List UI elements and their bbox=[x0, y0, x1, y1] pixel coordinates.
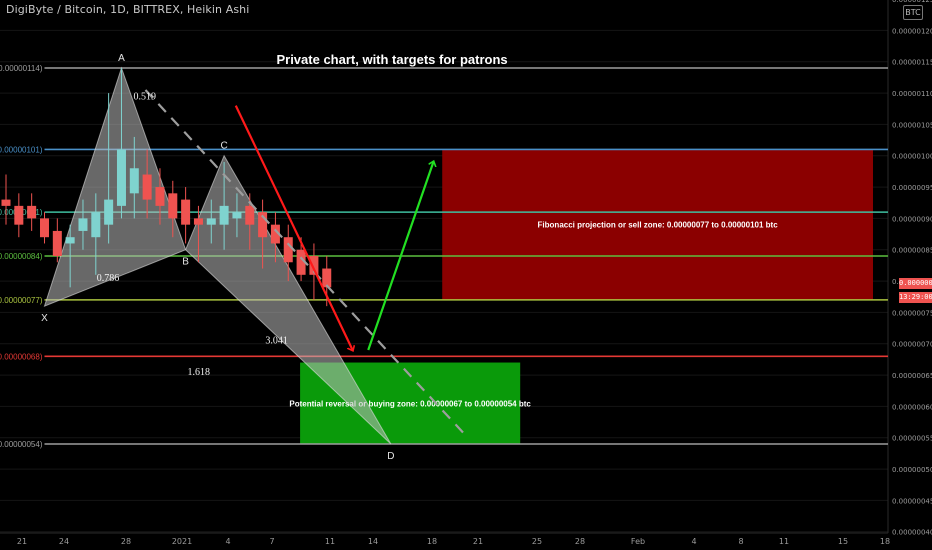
candle-body[interactable] bbox=[283, 237, 293, 263]
countdown-tag: 13:29:00 bbox=[899, 292, 932, 303]
currency-badge[interactable]: BTC bbox=[903, 5, 923, 20]
pattern-point-b: B bbox=[182, 257, 189, 268]
pattern-point-a: A bbox=[118, 53, 125, 64]
last-price-tag: 0.00000078 bbox=[899, 278, 932, 289]
candle-body[interactable] bbox=[219, 205, 229, 225]
price-tick-label: 0.00000085 bbox=[892, 247, 932, 255]
candle-body[interactable] bbox=[1, 199, 11, 206]
candle-body[interactable] bbox=[142, 174, 152, 200]
dashed-trendline bbox=[144, 89, 469, 439]
candle-body[interactable] bbox=[245, 205, 255, 225]
candle-body[interactable] bbox=[168, 193, 178, 219]
annotations-layer: X A B C D 0.519 0.786 3.041 1.618 Private chart, … bbox=[41, 52, 508, 462]
candle-body[interactable] bbox=[206, 218, 216, 225]
down-arrow bbox=[234, 105, 353, 350]
candle-body[interactable] bbox=[296, 249, 306, 275]
candles-layer[interactable] bbox=[1, 68, 332, 307]
pattern-triangle-xab bbox=[43, 66, 187, 307]
time-tick-label: 2021 bbox=[172, 537, 192, 546]
price-tick-label: 0.00000050 bbox=[892, 466, 932, 474]
candle-body[interactable] bbox=[65, 237, 75, 244]
time-tick-label: 4 bbox=[691, 537, 696, 546]
price-tick-label: 0.00000115 bbox=[892, 59, 932, 67]
sell-zone bbox=[442, 149, 873, 300]
candle-body[interactable] bbox=[232, 212, 242, 219]
price-tick-label: 0.00000055 bbox=[892, 435, 932, 443]
time-tick-label: 7 bbox=[269, 537, 274, 546]
price-tick-label: 0.00000105 bbox=[892, 121, 932, 129]
candle-body[interactable] bbox=[91, 212, 101, 238]
candle-body[interactable] bbox=[104, 199, 114, 225]
ratio-label: 1.618 bbox=[187, 367, 210, 378]
pattern-point-x: X bbox=[41, 313, 48, 324]
symbol-info[interactable]: DigiByte / Bitcoin, 1D, BITTREX, Heikin … bbox=[6, 3, 250, 16]
candle-body[interactable] bbox=[181, 199, 191, 225]
fib-level-label: 0(0.00000054) bbox=[0, 440, 43, 449]
ratio-label: 0.786 bbox=[97, 273, 120, 284]
time-tick-label: 15 bbox=[838, 537, 848, 546]
ratio-label: 0.519 bbox=[133, 91, 156, 102]
time-tick-label: 14 bbox=[368, 537, 378, 546]
up-arrow bbox=[367, 162, 433, 351]
candle-body[interactable] bbox=[78, 218, 88, 231]
candle-body[interactable] bbox=[322, 268, 332, 288]
fib-level-label: 0.5(0.00000084) bbox=[0, 252, 43, 261]
price-tick-label: 0.00000120 bbox=[892, 27, 932, 35]
price-tick-label: 0.00000090 bbox=[892, 215, 932, 223]
time-tick-label: 21 bbox=[17, 537, 27, 546]
price-tick-label: 0.00000125 bbox=[892, 0, 932, 4]
candle-body[interactable] bbox=[116, 149, 126, 206]
pattern-point-d: D bbox=[387, 451, 394, 462]
fib-level-label: 0.786(0.00000101) bbox=[0, 145, 43, 154]
candle-body[interactable] bbox=[155, 187, 165, 206]
price-tick-label: 0.00000100 bbox=[892, 153, 932, 161]
candle-body[interactable] bbox=[39, 218, 49, 238]
price-tick-label: 0.00000110 bbox=[892, 90, 932, 98]
time-tick-label: 4 bbox=[225, 537, 230, 546]
price-tick-label: 0.00000095 bbox=[892, 184, 932, 192]
candle-body[interactable] bbox=[258, 212, 268, 238]
price-tick-label: 0.00000060 bbox=[892, 403, 932, 411]
time-axis[interactable]: 21 24 28 2021 4 7 11 14 18 21 25 28 Feb 4 8 11 15 18 bbox=[17, 537, 890, 546]
time-tick-label: 11 bbox=[325, 537, 335, 546]
chart-title: Private chart, with targets for patrons bbox=[276, 52, 507, 67]
time-tick-label: 28 bbox=[575, 537, 585, 546]
candle-body[interactable] bbox=[270, 224, 280, 244]
pattern-point-c: C bbox=[220, 141, 227, 152]
fib-level-label: 0.382(0.00000077) bbox=[0, 296, 43, 305]
candle-body[interactable] bbox=[27, 205, 37, 219]
zones-layer: Fibonacci projection or sell zone: 0.000… bbox=[289, 149, 873, 445]
fib-level-label: 0.236(0.00000068) bbox=[0, 352, 43, 361]
buy-zone-label: Potential reversal or buying zone: 0.000… bbox=[289, 399, 531, 408]
time-tick-label: 21 bbox=[473, 537, 483, 546]
price-tick-label: 0.00000045 bbox=[892, 497, 932, 505]
sell-zone-label: Fibonacci projection or sell zone: 0.000… bbox=[538, 221, 779, 230]
candle-body[interactable] bbox=[14, 205, 24, 225]
time-tick-label: 8 bbox=[738, 537, 743, 546]
candle-body[interactable] bbox=[52, 230, 62, 257]
ratio-label: 3.041 bbox=[265, 336, 288, 347]
time-tick-label: 18 bbox=[427, 537, 437, 546]
price-tick-label: 0.00000065 bbox=[892, 372, 932, 380]
price-tick-label: 0.00000075 bbox=[892, 309, 932, 317]
time-tick-label: 28 bbox=[121, 537, 131, 546]
price-tick-label: 0.00000070 bbox=[892, 341, 932, 349]
time-tick-label: 11 bbox=[779, 537, 789, 546]
time-tick-label: 25 bbox=[532, 537, 542, 546]
time-tick-label: 24 bbox=[59, 537, 69, 546]
candle-body[interactable] bbox=[309, 256, 319, 275]
candle-body[interactable] bbox=[129, 168, 139, 194]
price-axis[interactable]: 0.00000125 0.00000120 0.00000115 0.00000110… bbox=[892, 0, 932, 537]
candle-body[interactable] bbox=[193, 218, 203, 225]
fib-level-label: 1(0.00000114) bbox=[0, 64, 43, 73]
price-tick-label: 0.00000040 bbox=[892, 529, 932, 537]
time-tick-label: Feb bbox=[631, 537, 645, 546]
time-tick-label: 18 bbox=[880, 537, 890, 546]
